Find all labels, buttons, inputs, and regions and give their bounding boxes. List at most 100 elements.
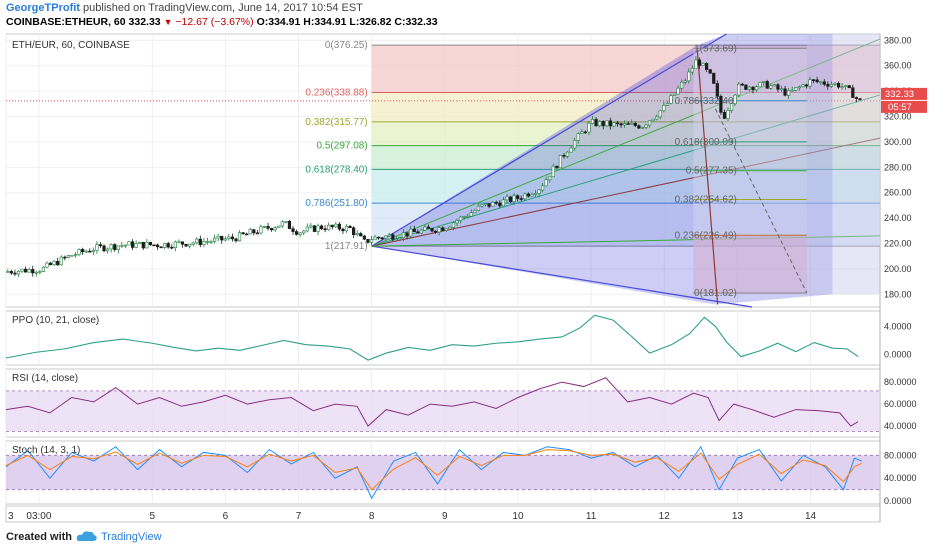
candle (655, 116, 659, 120)
candle (462, 216, 466, 218)
candle (252, 229, 256, 234)
candle (733, 94, 737, 105)
candle (134, 243, 138, 248)
candle (355, 233, 359, 236)
candle (109, 244, 113, 250)
candle (619, 123, 623, 126)
candle (498, 202, 502, 207)
candle (715, 83, 719, 97)
fib1-zone (371, 45, 880, 93)
x-tick-label: 3 (8, 511, 14, 522)
fib1-level-label: 0.786(251.80) (305, 198, 367, 209)
candle (473, 210, 477, 213)
candle (255, 232, 259, 235)
candle (48, 262, 53, 266)
candle (762, 81, 766, 83)
candle (123, 244, 128, 247)
candle (551, 165, 555, 178)
candle (630, 122, 634, 125)
candle (198, 238, 202, 246)
candle (266, 226, 270, 229)
candle (387, 234, 391, 237)
candle (487, 203, 491, 207)
candle (633, 122, 637, 126)
candle (494, 201, 498, 204)
candle (291, 228, 295, 232)
fan-line (371, 235, 881, 247)
chart-area[interactable]: 3 03:00 5 6 7 8 9 10 11 12 13 14 180.00 200.00 220.00 2… (0, 30, 932, 524)
candle (205, 241, 210, 243)
candle (726, 110, 730, 119)
candle (177, 241, 181, 244)
candle (787, 90, 791, 96)
candle (765, 81, 769, 89)
fan-line (371, 245, 753, 308)
candle (159, 246, 163, 249)
candle (270, 228, 274, 231)
candle (102, 245, 106, 252)
x-tick-label: 03:00 (26, 511, 51, 522)
fan-line (371, 137, 881, 247)
candle (52, 261, 56, 266)
candle (722, 112, 727, 119)
candle (615, 122, 620, 125)
candle (469, 212, 473, 217)
down-arrow-icon: ▼ (163, 17, 173, 27)
ppo-title: PPO (10, 21, close) (12, 315, 99, 326)
candle (209, 241, 213, 243)
fib1-level-label: 0(376.25) (325, 40, 368, 51)
rsi-title: RSI (14, close) (12, 373, 78, 384)
candle (63, 256, 67, 259)
candle (337, 223, 341, 230)
candle (188, 243, 192, 247)
candle (612, 122, 616, 127)
candle (9, 271, 13, 274)
candle (779, 88, 784, 91)
candle (847, 85, 851, 89)
fib1-level-label: 0.618(278.40) (305, 164, 367, 175)
candle (729, 103, 734, 111)
candle (184, 243, 188, 247)
y-tick-label: 180.00 (884, 289, 912, 299)
candle (127, 241, 131, 246)
candle (316, 225, 320, 232)
candle (458, 216, 463, 221)
author-link[interactable]: GeorgeTProfit (6, 2, 80, 14)
candle (858, 98, 862, 100)
tradingview-brand[interactable]: TradingView (101, 531, 162, 543)
candle (362, 235, 366, 240)
fib1-zone (371, 92, 880, 122)
candle (626, 123, 630, 125)
y-tick-label: 220.00 (884, 239, 912, 249)
candle (384, 235, 388, 239)
candle (836, 82, 841, 88)
candle (815, 79, 819, 83)
x-tick-label: 11 (586, 511, 597, 522)
candle (758, 82, 762, 88)
candle (95, 244, 99, 251)
candle (544, 179, 548, 187)
candle (637, 125, 641, 129)
x-tick-label: 5 (149, 511, 155, 522)
candle (319, 225, 324, 230)
stoch-band (6, 455, 880, 490)
candle (516, 195, 520, 199)
candle (84, 250, 88, 253)
fib2-level-label: 1(373.69) (694, 43, 737, 54)
candle (669, 95, 673, 104)
candle (555, 165, 559, 169)
candle (380, 237, 384, 240)
x-tick-label: 7 (296, 511, 302, 522)
candle (754, 86, 759, 91)
candle (70, 254, 74, 257)
candle (294, 231, 299, 235)
candle (309, 225, 313, 228)
candle (348, 225, 352, 229)
candle (533, 193, 538, 195)
candle (523, 193, 527, 200)
candle (334, 223, 338, 228)
candle (483, 203, 488, 206)
candle (173, 241, 177, 248)
candle (66, 255, 70, 258)
candle (352, 227, 356, 236)
